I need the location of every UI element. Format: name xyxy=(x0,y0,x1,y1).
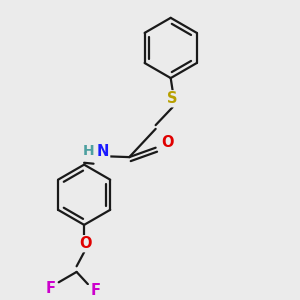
Text: N: N xyxy=(97,144,109,159)
Text: S: S xyxy=(167,91,178,106)
Text: H: H xyxy=(83,145,94,158)
Text: O: O xyxy=(162,136,174,151)
Text: F: F xyxy=(90,283,100,298)
Text: F: F xyxy=(45,281,55,296)
Text: O: O xyxy=(79,236,91,251)
